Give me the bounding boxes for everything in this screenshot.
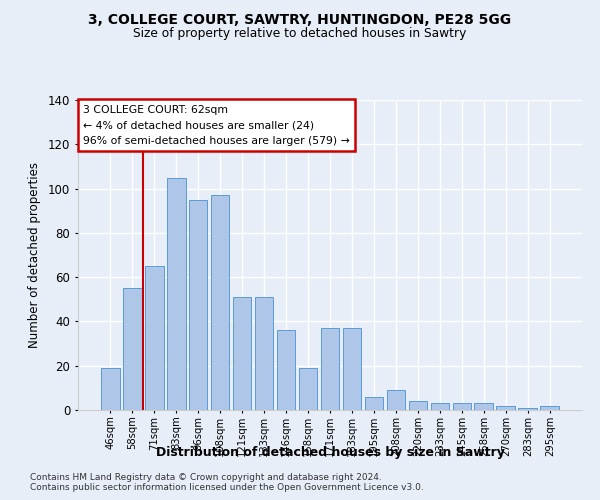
Text: 3 COLLEGE COURT: 62sqm
← 4% of detached houses are smaller (24)
96% of semi-deta: 3 COLLEGE COURT: 62sqm ← 4% of detached … — [83, 104, 350, 146]
Bar — [452, 404, 471, 410]
Y-axis label: Number of detached properties: Number of detached properties — [28, 162, 41, 348]
Bar — [101, 368, 119, 410]
Text: 3, COLLEGE COURT, SAWTRY, HUNTINGDON, PE28 5GG: 3, COLLEGE COURT, SAWTRY, HUNTINGDON, PE… — [88, 12, 512, 26]
Bar — [277, 330, 295, 410]
Bar — [518, 408, 537, 410]
Bar — [343, 328, 361, 410]
Bar — [541, 406, 559, 410]
Bar — [431, 404, 449, 410]
Text: Contains HM Land Registry data © Crown copyright and database right 2024.: Contains HM Land Registry data © Crown c… — [30, 472, 382, 482]
Bar — [255, 297, 274, 410]
Text: Distribution of detached houses by size in Sawtry: Distribution of detached houses by size … — [155, 446, 505, 459]
Bar — [145, 266, 164, 410]
Bar — [386, 390, 405, 410]
Text: Contains public sector information licensed under the Open Government Licence v3: Contains public sector information licen… — [30, 484, 424, 492]
Bar — [123, 288, 142, 410]
Bar — [320, 328, 340, 410]
Bar — [475, 404, 493, 410]
Bar — [365, 396, 383, 410]
Bar — [409, 401, 427, 410]
Bar — [211, 195, 229, 410]
Bar — [167, 178, 185, 410]
Bar — [299, 368, 317, 410]
Bar — [189, 200, 208, 410]
Bar — [496, 406, 515, 410]
Text: Size of property relative to detached houses in Sawtry: Size of property relative to detached ho… — [133, 28, 467, 40]
Bar — [233, 297, 251, 410]
